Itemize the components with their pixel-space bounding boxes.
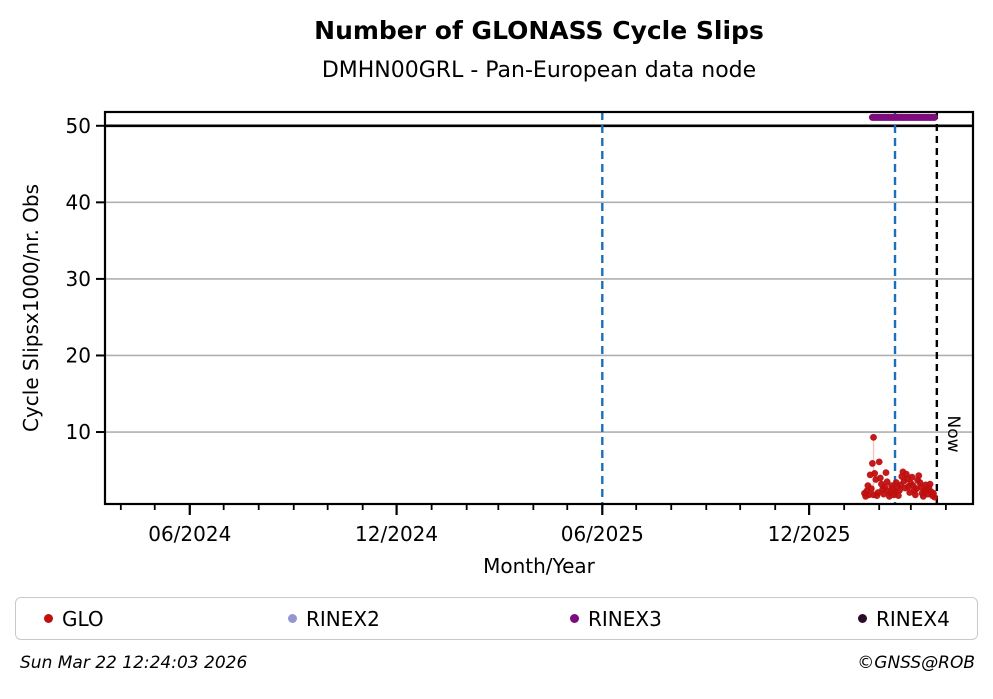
data-point-glo [875,458,883,466]
plot-border [103,110,975,506]
rinex4-marker-icon [858,614,867,623]
y-tick-label: 10 [66,420,91,444]
data-point-glo [876,474,884,482]
glo-marker-icon [44,614,53,623]
data-point-glo [911,491,919,499]
x-tick-label: 06/2024 [148,522,231,546]
plot-area: 10 20 30 40 50 06/2024 12/2024 06/2025 12/2025 No… [66,110,975,546]
legend-item-rinex2: RINEX2 [288,607,380,631]
data-point-glo [931,493,938,501]
data-point-glo [908,473,916,481]
legend-label: RINEX3 [588,606,662,631]
legend-label: RINEX4 [876,606,950,631]
y-tick-label: 20 [66,343,91,367]
x-axis-label: Month/Year [483,554,595,578]
footer-timestamp: Sun Mar 22 12:24:03 2026 [20,653,248,673]
x-tick-label: 12/2024 [355,522,438,546]
chart-title: Number of GLONASS Cycle Slips [314,16,764,45]
y-tick-label: 40 [66,190,91,214]
data-point-glo [883,478,891,486]
data-point-glo [867,485,875,493]
footer: Sun Mar 22 12:24:03 2026 ©GNSS@ROB [0,653,993,673]
data-point-glo [882,469,890,477]
x-tick-label: 06/2025 [561,522,644,546]
legend-item-rinex3: RINEX3 [570,607,662,631]
data-point-glo [896,486,903,494]
footer-copyright: ©GNSS@ROB [857,653,975,673]
legend-box: GLO RINEX2 RINEX3 RINEX4 [15,597,978,640]
y-tick-label: 50 [66,114,91,138]
chart-subtitle: DMHN00GRL - Pan-European data node [321,58,757,83]
rinex2-marker-icon [288,614,297,623]
data-point-glo [870,433,877,441]
y-tick-label: 30 [66,267,91,291]
legend-item-glo: GLO [44,607,104,631]
rinex3-marker-icon [570,614,579,623]
data-point-glo [869,460,876,467]
legend-item-rinex4: RINEX4 [858,607,950,631]
legend-label: RINEX2 [306,606,380,631]
x-tick-label: 12/2025 [768,522,851,546]
data-point-glo [895,492,902,499]
legend-label: GLO [62,606,104,631]
now-label: Now [943,416,963,453]
data-point-glo [915,472,923,480]
data-point-glo [926,480,934,488]
data-point-glo [871,469,879,477]
